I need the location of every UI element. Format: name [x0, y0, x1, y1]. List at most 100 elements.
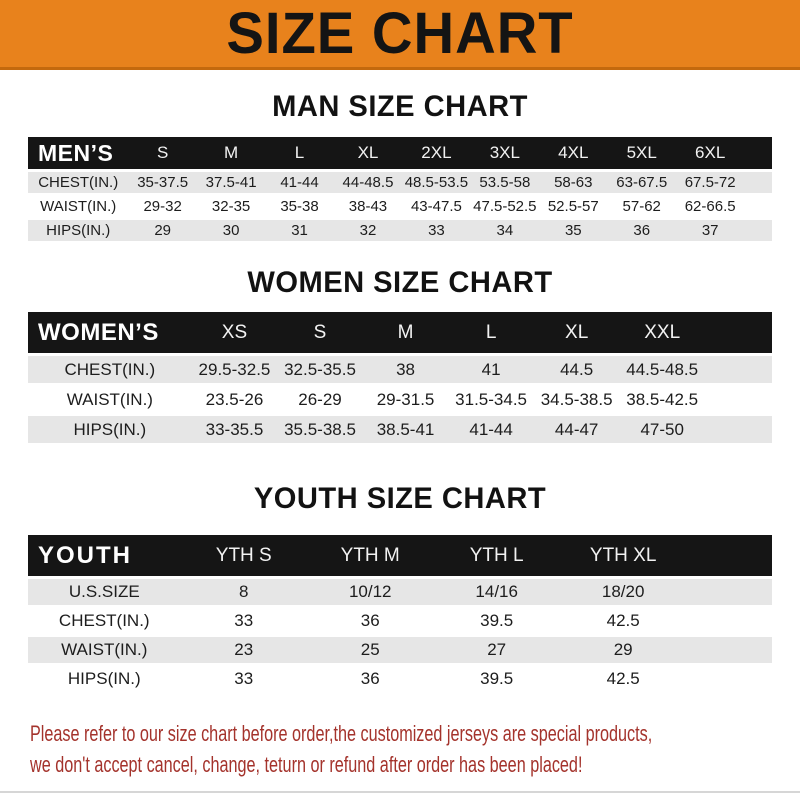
size-value-cell: 41	[481, 359, 501, 379]
measurement-row: WAIST(IN.) 23 25 27 29	[28, 637, 772, 663]
size-value-cell: 26-29	[298, 389, 342, 409]
size-value-cell: 47.5-52.5	[473, 198, 537, 215]
size-value-cell: 38-43	[348, 198, 388, 215]
men-section-heading: MAN SIZE CHART	[272, 90, 528, 123]
size-value-cell: 36	[360, 669, 380, 688]
row-label: HIPS(IN.)	[73, 419, 147, 439]
size-value-cell: 31.5-34.5	[455, 389, 528, 409]
size-column-header: M	[224, 143, 239, 162]
measurement-row: CHEST(IN.) 29.5-32.5 32.5-35.5 38 41 44.5 44.5…	[28, 356, 772, 383]
spacer-cell	[744, 220, 772, 241]
size-column-header: YTH M	[340, 544, 400, 566]
footer-notice: Please refer to our size chart before or…	[30, 718, 800, 780]
page-title: SIZE CHART	[226, 1, 574, 66]
size-value-cell: 8	[239, 582, 249, 601]
women-size-table: WOMEN’S XS S M L XL XXL CHEST(IN.) 29.5-32.5 32.5…	[28, 309, 772, 446]
table-title: MEN’S	[38, 139, 114, 166]
spacer-cell	[686, 608, 772, 634]
size-value-cell: 23	[234, 640, 254, 659]
size-value-cell: 32-35	[211, 198, 251, 215]
size-value-cell: 44-47	[554, 419, 599, 439]
section-women: WOMEN SIZE CHART WOMEN’S XS S M L XL XXL CHEST(…	[0, 266, 800, 446]
row-label: WAIST(IN.)	[66, 389, 153, 409]
men-size-table: MEN’S S M L XL 2XL 3XL 4XL 5XL 6XL CHEST(IN.) 35-37…	[28, 134, 772, 244]
women-section-heading: WOMEN SIZE CHART	[247, 266, 553, 299]
size-column-header: M	[397, 321, 414, 343]
size-value-cell: 29-31.5	[376, 389, 435, 409]
size-value-cell: 52.5-57	[547, 198, 599, 215]
size-value-cell: 29	[613, 640, 633, 659]
size-value-cell: 29.5-32.5	[198, 359, 271, 379]
size-value-cell: 39.5	[480, 611, 514, 630]
size-value-cell: 41-44	[280, 174, 319, 191]
size-value-cell: 32.5-35.5	[284, 359, 356, 379]
measurement-row: HIPS(IN.) 33 36 39.5 42.5	[28, 666, 772, 692]
section-men: MAN SIZE CHART MEN’S S M L XL 2XL 3XL 4XL 5XL 6XL…	[0, 90, 800, 244]
size-value-cell: 33	[428, 222, 445, 239]
row-label: HIPS(IN.)	[67, 669, 141, 688]
size-value-cell: 29-32	[143, 198, 182, 215]
size-value-cell: 38	[396, 359, 416, 379]
measurement-row: U.S.SIZE 8 10/12 14/16 18/20	[28, 579, 772, 605]
size-value-cell: 44.5-48.5	[626, 359, 699, 379]
table-header-row: MEN’S S M L XL 2XL 3XL 4XL 5XL 6XL	[28, 137, 772, 169]
bottom-divider	[0, 791, 800, 793]
size-value-cell: 44.5	[560, 359, 594, 379]
size-value-cell: 48.5-53.5	[404, 174, 469, 191]
size-column-header: L	[485, 321, 497, 343]
size-value-cell: 27	[487, 640, 507, 659]
size-value-cell: 23.5-26	[205, 389, 264, 409]
spacer-cell	[705, 356, 772, 383]
size-value-cell: 33-35.5	[205, 419, 264, 439]
notice-line-2: we don't accept cancel, change, teturn o…	[30, 752, 583, 777]
measurement-row: WAIST(IN.) 29-32 32-35 35-38 38-43 43-47.5 47.…	[28, 196, 772, 217]
size-value-cell: 43-47.5	[410, 198, 462, 215]
size-column-header: YTH XL	[589, 544, 657, 566]
size-value-cell: 53.5-58	[479, 174, 531, 191]
size-value-cell: 31	[291, 222, 308, 239]
youth-section-heading: YOUTH SIZE CHART	[253, 482, 547, 515]
size-column-header: 4XL	[558, 143, 589, 162]
size-value-cell: 10/12	[348, 582, 392, 601]
size-value-cell: 37	[701, 222, 719, 239]
size-value-cell: 67.5-72	[684, 174, 736, 191]
row-label: WAIST(IN.)	[61, 640, 148, 659]
table-title: WOMEN’S	[38, 318, 159, 346]
size-value-cell: 63-67.5	[616, 174, 668, 191]
size-value-cell: 35	[564, 222, 582, 239]
size-column-header: 3XL	[489, 143, 520, 162]
size-value-cell: 33	[234, 611, 254, 630]
size-column-header: 6XL	[695, 143, 726, 162]
row-label: CHEST(IN.)	[58, 611, 150, 630]
spacer-cell	[705, 386, 772, 413]
table-header-row: YOUTH YTH S YTH M YTH L YTH XL	[28, 535, 772, 576]
size-value-cell: 35.5-38.5	[284, 419, 356, 439]
size-value-cell: 47-50	[640, 419, 684, 439]
size-value-cell: 18/20	[601, 582, 645, 601]
size-value-cell: 33	[234, 669, 254, 688]
table-header-row: WOMEN’S XS S M L XL XXL	[28, 312, 772, 353]
size-column-header: XS	[221, 321, 248, 343]
size-value-cell: 42.5	[606, 611, 640, 630]
spacer-cell	[705, 416, 772, 443]
row-label: WAIST(IN.)	[40, 198, 117, 215]
section-youth: YOUTH SIZE CHART YOUTH YTH S YTH M YTH L YTH…	[0, 482, 800, 695]
size-column-header: XL	[357, 143, 379, 162]
size-value-cell: 39.5	[480, 669, 514, 688]
size-value-cell: 32	[359, 222, 377, 239]
size-value-cell: 29	[154, 222, 171, 239]
size-value-cell: 57-62	[622, 198, 661, 215]
size-value-cell: 42.5	[606, 669, 640, 688]
size-value-cell: 30	[222, 222, 240, 239]
size-value-cell: 25	[360, 640, 380, 659]
measurement-row: CHEST(IN.) 33 36 39.5 42.5	[28, 608, 772, 634]
size-value-cell: 38.5-41	[376, 419, 435, 439]
measurement-row: CHEST(IN.) 35-37.5 37.5-41 41-44 44-48.5 48.5…	[28, 172, 772, 193]
size-value-cell: 44-48.5	[342, 174, 394, 191]
size-value-cell: 41-44	[469, 419, 513, 439]
row-label: U.S.SIZE	[68, 582, 140, 601]
spacer-cell	[744, 137, 772, 169]
measurement-row: HIPS(IN.) 33-35.5 35.5-38.5 38.5-41 41-44 44-…	[28, 416, 772, 443]
row-label: CHEST(IN.)	[38, 174, 119, 191]
measurement-row: WAIST(IN.) 23.5-26 26-29 29-31.5 31.5-34.5 34…	[28, 386, 772, 413]
